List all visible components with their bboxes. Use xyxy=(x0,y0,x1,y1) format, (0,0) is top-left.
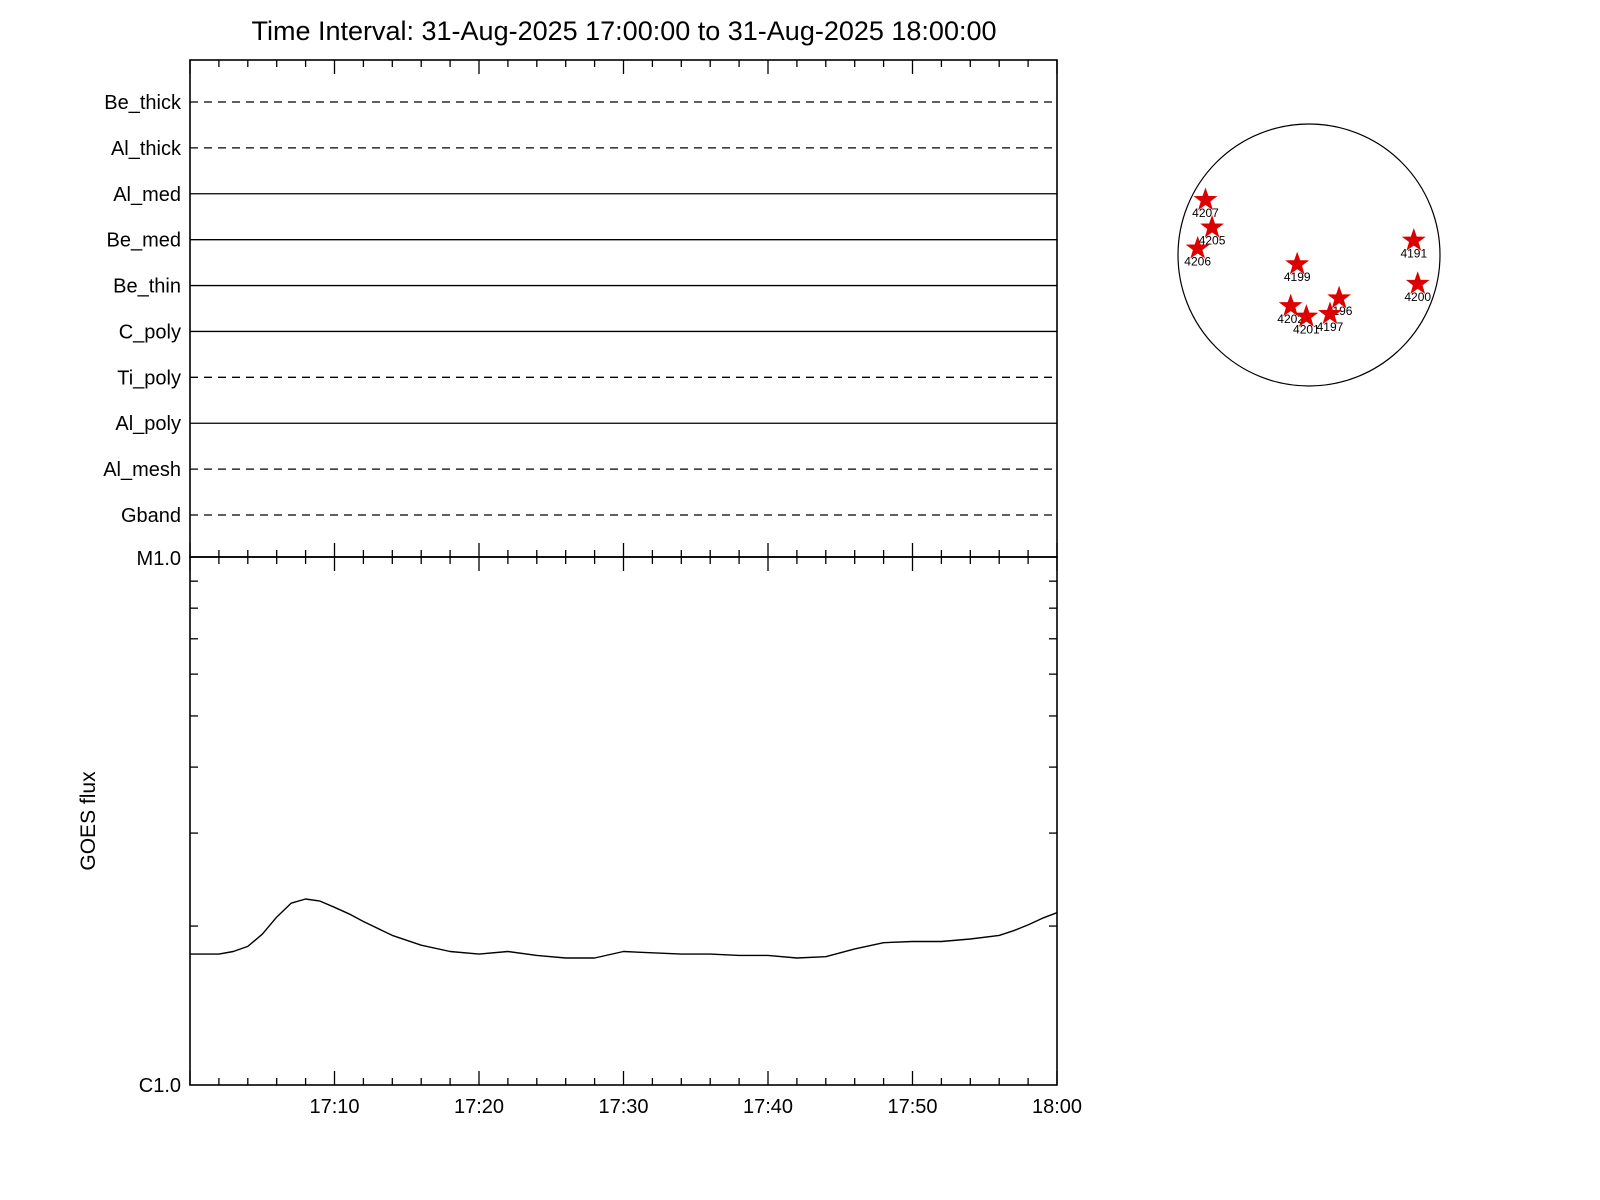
x-tick-label-17:50: 17:50 xyxy=(887,1096,937,1118)
filter-label-Al_thick: Al_thick xyxy=(111,138,182,160)
active-region-star-icon-4191 xyxy=(1401,228,1426,251)
x-tick-label-17:20: 17:20 xyxy=(454,1096,504,1118)
active-region-star-icon-4207 xyxy=(1193,187,1218,211)
active-region-star-icon-4201 xyxy=(1294,304,1319,327)
filter-label-Al_med: Al_med xyxy=(113,184,181,206)
filter-label-Al_poly: Al_poly xyxy=(115,413,181,435)
panel-borders xyxy=(189,59,1058,1086)
active-region-label-4197: 4197 xyxy=(1317,320,1344,334)
active-region-label-4199: 4199 xyxy=(1284,270,1311,284)
active-region-label-4200: 4200 xyxy=(1404,290,1431,304)
filter-label-Al_mesh: Al_mesh xyxy=(103,459,181,481)
filter-label-Be_med: Be_med xyxy=(107,230,182,252)
active-region-label-4201: 4201 xyxy=(1293,323,1320,337)
solar-disk: 4207420542064199419142004202420141964197 xyxy=(1177,123,1441,387)
active-region-star-icon-4196 xyxy=(1327,285,1352,309)
filter-label-Gband: Gband xyxy=(121,505,181,527)
goes-flux-axis-title: GOES flux xyxy=(77,771,100,871)
active-region-star-icon-4206 xyxy=(1185,235,1210,259)
x-tick-label-17:30: 17:30 xyxy=(598,1096,648,1118)
filter-label-Be_thin: Be_thin xyxy=(113,276,181,298)
x-tick-label-18:00: 18:00 xyxy=(1032,1096,1082,1118)
filter-timeline-panel: Be_thick Al_thick Al_med Be_med Be_thin C_pol… xyxy=(103,92,1057,527)
active-region-star-icon-4197 xyxy=(1318,301,1342,325)
active-region-star-icon-4200 xyxy=(1405,271,1430,294)
active-region-star-icon-4199 xyxy=(1285,251,1310,275)
active-region-star-icon-4202 xyxy=(1278,293,1303,317)
y-axis-bottom-label: C1.0 xyxy=(139,1075,181,1097)
active-region-label-4207: 4207 xyxy=(1192,206,1219,220)
active-region-star-icon-4205 xyxy=(1200,214,1224,238)
solar-limb-circle xyxy=(1177,123,1441,387)
goes-flux-panel: M1.0 C1.0 17:10 17:20 17:30 17:40 17:50 18:00 GO… xyxy=(77,548,1082,1118)
x-tick-label-17:10: 17:10 xyxy=(309,1096,359,1118)
filter-label-Ti_poly: Ti_poly xyxy=(117,367,181,389)
filter-label-Be_thick: Be_thick xyxy=(104,92,182,114)
y-axis-top-label: M1.0 xyxy=(137,548,181,570)
axis-ticks xyxy=(189,60,1058,1085)
active-region-label-4206: 4206 xyxy=(1184,254,1211,268)
active-region-label-4191: 4191 xyxy=(1400,247,1427,261)
active-region-label-4205: 4205 xyxy=(1199,233,1226,247)
goes-panel-border xyxy=(189,556,1058,1086)
goes-flux-curve xyxy=(190,898,1058,959)
filter-panel-border xyxy=(189,59,1058,558)
chart-title: Time Interval: 31-Aug-2025 17:00:00 to 3… xyxy=(251,16,997,46)
x-tick-label-17:40: 17:40 xyxy=(743,1096,793,1118)
filter-label-C_poly: C_poly xyxy=(119,321,181,343)
active-region-label-4202: 4202 xyxy=(1277,312,1304,326)
